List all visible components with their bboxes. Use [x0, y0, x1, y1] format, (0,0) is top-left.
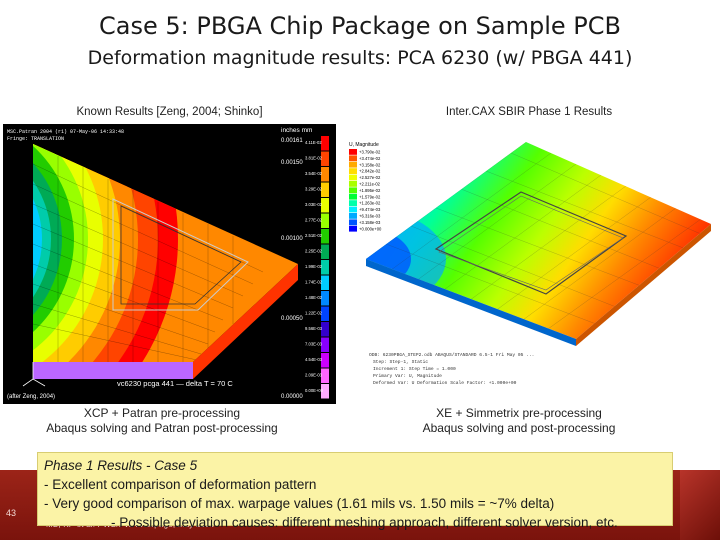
- left-tools-line2: Abaqus solving and Patran post-processin…: [46, 421, 278, 435]
- right-legend-swatch: [349, 225, 357, 232]
- left-legend-inch-label: 0.00050: [281, 316, 303, 322]
- right-tools-line1: XE + Simmetrix pre-processing: [436, 406, 602, 420]
- patran-fringe: Fringe: TRANSLATION: [7, 136, 64, 142]
- abaqus-info-2: Step: Step-1, Static: [373, 359, 428, 365]
- left-legend-swatch: [321, 244, 329, 259]
- left-legend-swatch: [321, 260, 329, 275]
- left-legend-mm-label: 7.03E-03: [305, 342, 323, 347]
- right-legend-label: +6.316e-03: [359, 214, 381, 219]
- right-legend-label: +1.263e-02: [359, 201, 381, 206]
- right-legend-swatch: [349, 161, 357, 168]
- note-heading: Phase 1 Results - Case 5: [44, 458, 198, 473]
- right-legend-label: +1.579e-02: [359, 194, 381, 199]
- right-legend-label: +2.527e-02: [359, 175, 381, 180]
- left-legend-swatch: [321, 136, 329, 151]
- patran-credit: (after Zeng, 2004): [7, 394, 55, 400]
- left-tools-line1: XCP + Patran pre-processing: [83, 406, 241, 420]
- patran-plot: MSC.Patran 2004 (r1) 07-May-06 14:33:48 …: [3, 124, 336, 404]
- patran-result-figure: MSC.Patran 2004 (r1) 07-May-06 14:33:48 …: [3, 124, 336, 404]
- slide-subtitle: Deformation magnitude results: PCA 6230 …: [87, 47, 633, 69]
- abaqus-info-3: Increment 1: Step Time = 1.000: [373, 366, 456, 372]
- right-tools-line2: Abaqus solving and post-processing: [422, 421, 616, 435]
- left-legend-mm-label: 1.48E-02: [305, 295, 323, 300]
- right-legend-label: +9.474e-03: [359, 207, 381, 212]
- patran-header: MSC.Patran 2004 (r1) 07-May-06 14:33:48: [7, 129, 124, 135]
- abaqus-info-5: Deformed Var: U Deformation Scale Factor…: [373, 380, 517, 386]
- note-line-3: - Possible deviation causes: different m…: [111, 515, 618, 530]
- left-caption: Known Results [Zeng, 2004; Shinko]: [76, 106, 263, 118]
- right-legend-label: +3.158e-02: [359, 162, 381, 167]
- patran-plot-label: vc6230 pcga 441 — delta T = 70 C: [117, 379, 233, 388]
- abaqus-info-1: ODB: 6230PBGA_STEP2.odb ABAQUS/STANDARD …: [369, 352, 534, 358]
- right-legend: +3.790e-02+3.474e-02+3.158e-02 +2.842e-02…: [349, 149, 382, 232]
- left-legend-swatch: [321, 291, 329, 306]
- left-legend-swatch: [321, 182, 329, 197]
- abaqus-plot: U, Magnitude +3.790e-02+3.474e-02+3.158e…: [341, 124, 717, 404]
- results-note: Phase 1 Results - Case 5 - Excellent com…: [37, 452, 673, 530]
- left-legend-mm-label: 0.00E+00: [305, 388, 324, 393]
- left-legend-swatch: [321, 306, 329, 321]
- left-legend-mm-label: 1.74E-02: [305, 280, 323, 285]
- right-tools-caption: XE + Simmetrix pre-processing Abaqus sol…: [341, 406, 697, 436]
- left-legend-mm-label: 2.77E-02: [305, 218, 323, 223]
- right-legend-label: +0.000e+00: [359, 226, 382, 231]
- left-legend-swatch: [321, 151, 329, 166]
- left-legend-swatch: [321, 368, 329, 383]
- left-legend-swatch: [321, 213, 329, 228]
- left-legend: 4.11E-02 3.81E-02 3.54E-02 3.29E-02 3.03E-02…: [281, 136, 329, 400]
- right-caption: Inter.CAX SBIR Phase 1 Results: [445, 106, 613, 118]
- left-legend-inch-label: 0.00100: [281, 236, 303, 242]
- abaqus-legend-title: U, Magnitude: [349, 142, 379, 148]
- left-legend-mm-label: 2.25E-02: [305, 249, 323, 254]
- left-legend-swatch: [321, 275, 329, 290]
- units-label: inches mm: [281, 127, 312, 134]
- right-legend-label: +3.474e-02: [359, 156, 381, 161]
- right-legend-swatch: [349, 187, 357, 194]
- corner-logo-decoration: [680, 470, 720, 540]
- left-legend-swatch: [321, 229, 329, 244]
- right-legend-label: +3.790e-02: [359, 150, 381, 155]
- right-legend-swatch: [349, 149, 357, 155]
- left-legend-mm-label: 9.56E-03: [305, 326, 323, 331]
- right-legend-swatch: [349, 206, 357, 213]
- right-legend-label: +2.842e-02: [359, 169, 381, 174]
- left-legend-mm-label: 3.29E-02: [305, 187, 323, 192]
- left-legend-swatch: [321, 384, 329, 399]
- left-legend-inch-label: 0.00161: [281, 138, 303, 144]
- left-legend-mm-label: 4.54E-03: [305, 357, 323, 362]
- note-line-2: - Very good comparison of max. warpage v…: [44, 496, 555, 511]
- left-legend-mm-label: 4.11E-02: [305, 140, 322, 145]
- left-tools-caption: XCP + Patran pre-processing Abaqus solvi…: [3, 406, 321, 436]
- left-legend-inch-label: 0.00000: [281, 394, 303, 400]
- right-legend-swatch: [349, 213, 357, 219]
- right-legend-swatch: [349, 193, 357, 200]
- right-legend-label: +1.895e-02: [359, 188, 381, 193]
- right-legend-swatch: [349, 168, 357, 174]
- abaqus-info-4: Primary Var: U, Magnitude: [373, 373, 442, 379]
- left-legend-mm-label: 3.81E-02: [305, 156, 323, 161]
- left-legend-swatch: [321, 198, 329, 213]
- left-legend-swatch: [321, 353, 329, 368]
- left-legend-mm-label: 2.09E-03: [305, 373, 323, 378]
- slide-title: Case 5: PBGA Chip Package on Sample PCB: [99, 12, 621, 40]
- right-legend-swatch: [349, 181, 357, 187]
- right-legend-label: +2.211e-02: [359, 182, 381, 187]
- note-line-1: - Excellent comparison of deformation pa…: [44, 477, 317, 492]
- right-legend-swatch: [349, 200, 357, 206]
- left-legend-swatch: [321, 167, 329, 182]
- left-legend-mm-label: 3.03E-02: [305, 202, 323, 207]
- right-legend-swatch: [349, 174, 357, 181]
- left-legend-swatch: [321, 337, 329, 352]
- right-legend-label: +3.158e-03: [359, 220, 381, 225]
- left-legend-mm-label: 2.51E-02: [305, 233, 323, 238]
- left-legend-swatch: [321, 322, 329, 337]
- left-legend-mm-label: 3.54E-02: [305, 171, 323, 176]
- left-legend-mm-label: 1.22E-02: [305, 311, 323, 316]
- right-legend-swatch: [349, 155, 357, 162]
- page-number: 43: [6, 508, 17, 518]
- left-legend-mm-label: 1.99E-02: [305, 264, 323, 269]
- left-legend-inch-label: 0.00150: [281, 160, 303, 166]
- abaqus-result-figure: U, Magnitude +3.790e-02 +3.474e-02 +3.158e…: [341, 124, 717, 404]
- right-legend-swatch: [349, 219, 357, 226]
